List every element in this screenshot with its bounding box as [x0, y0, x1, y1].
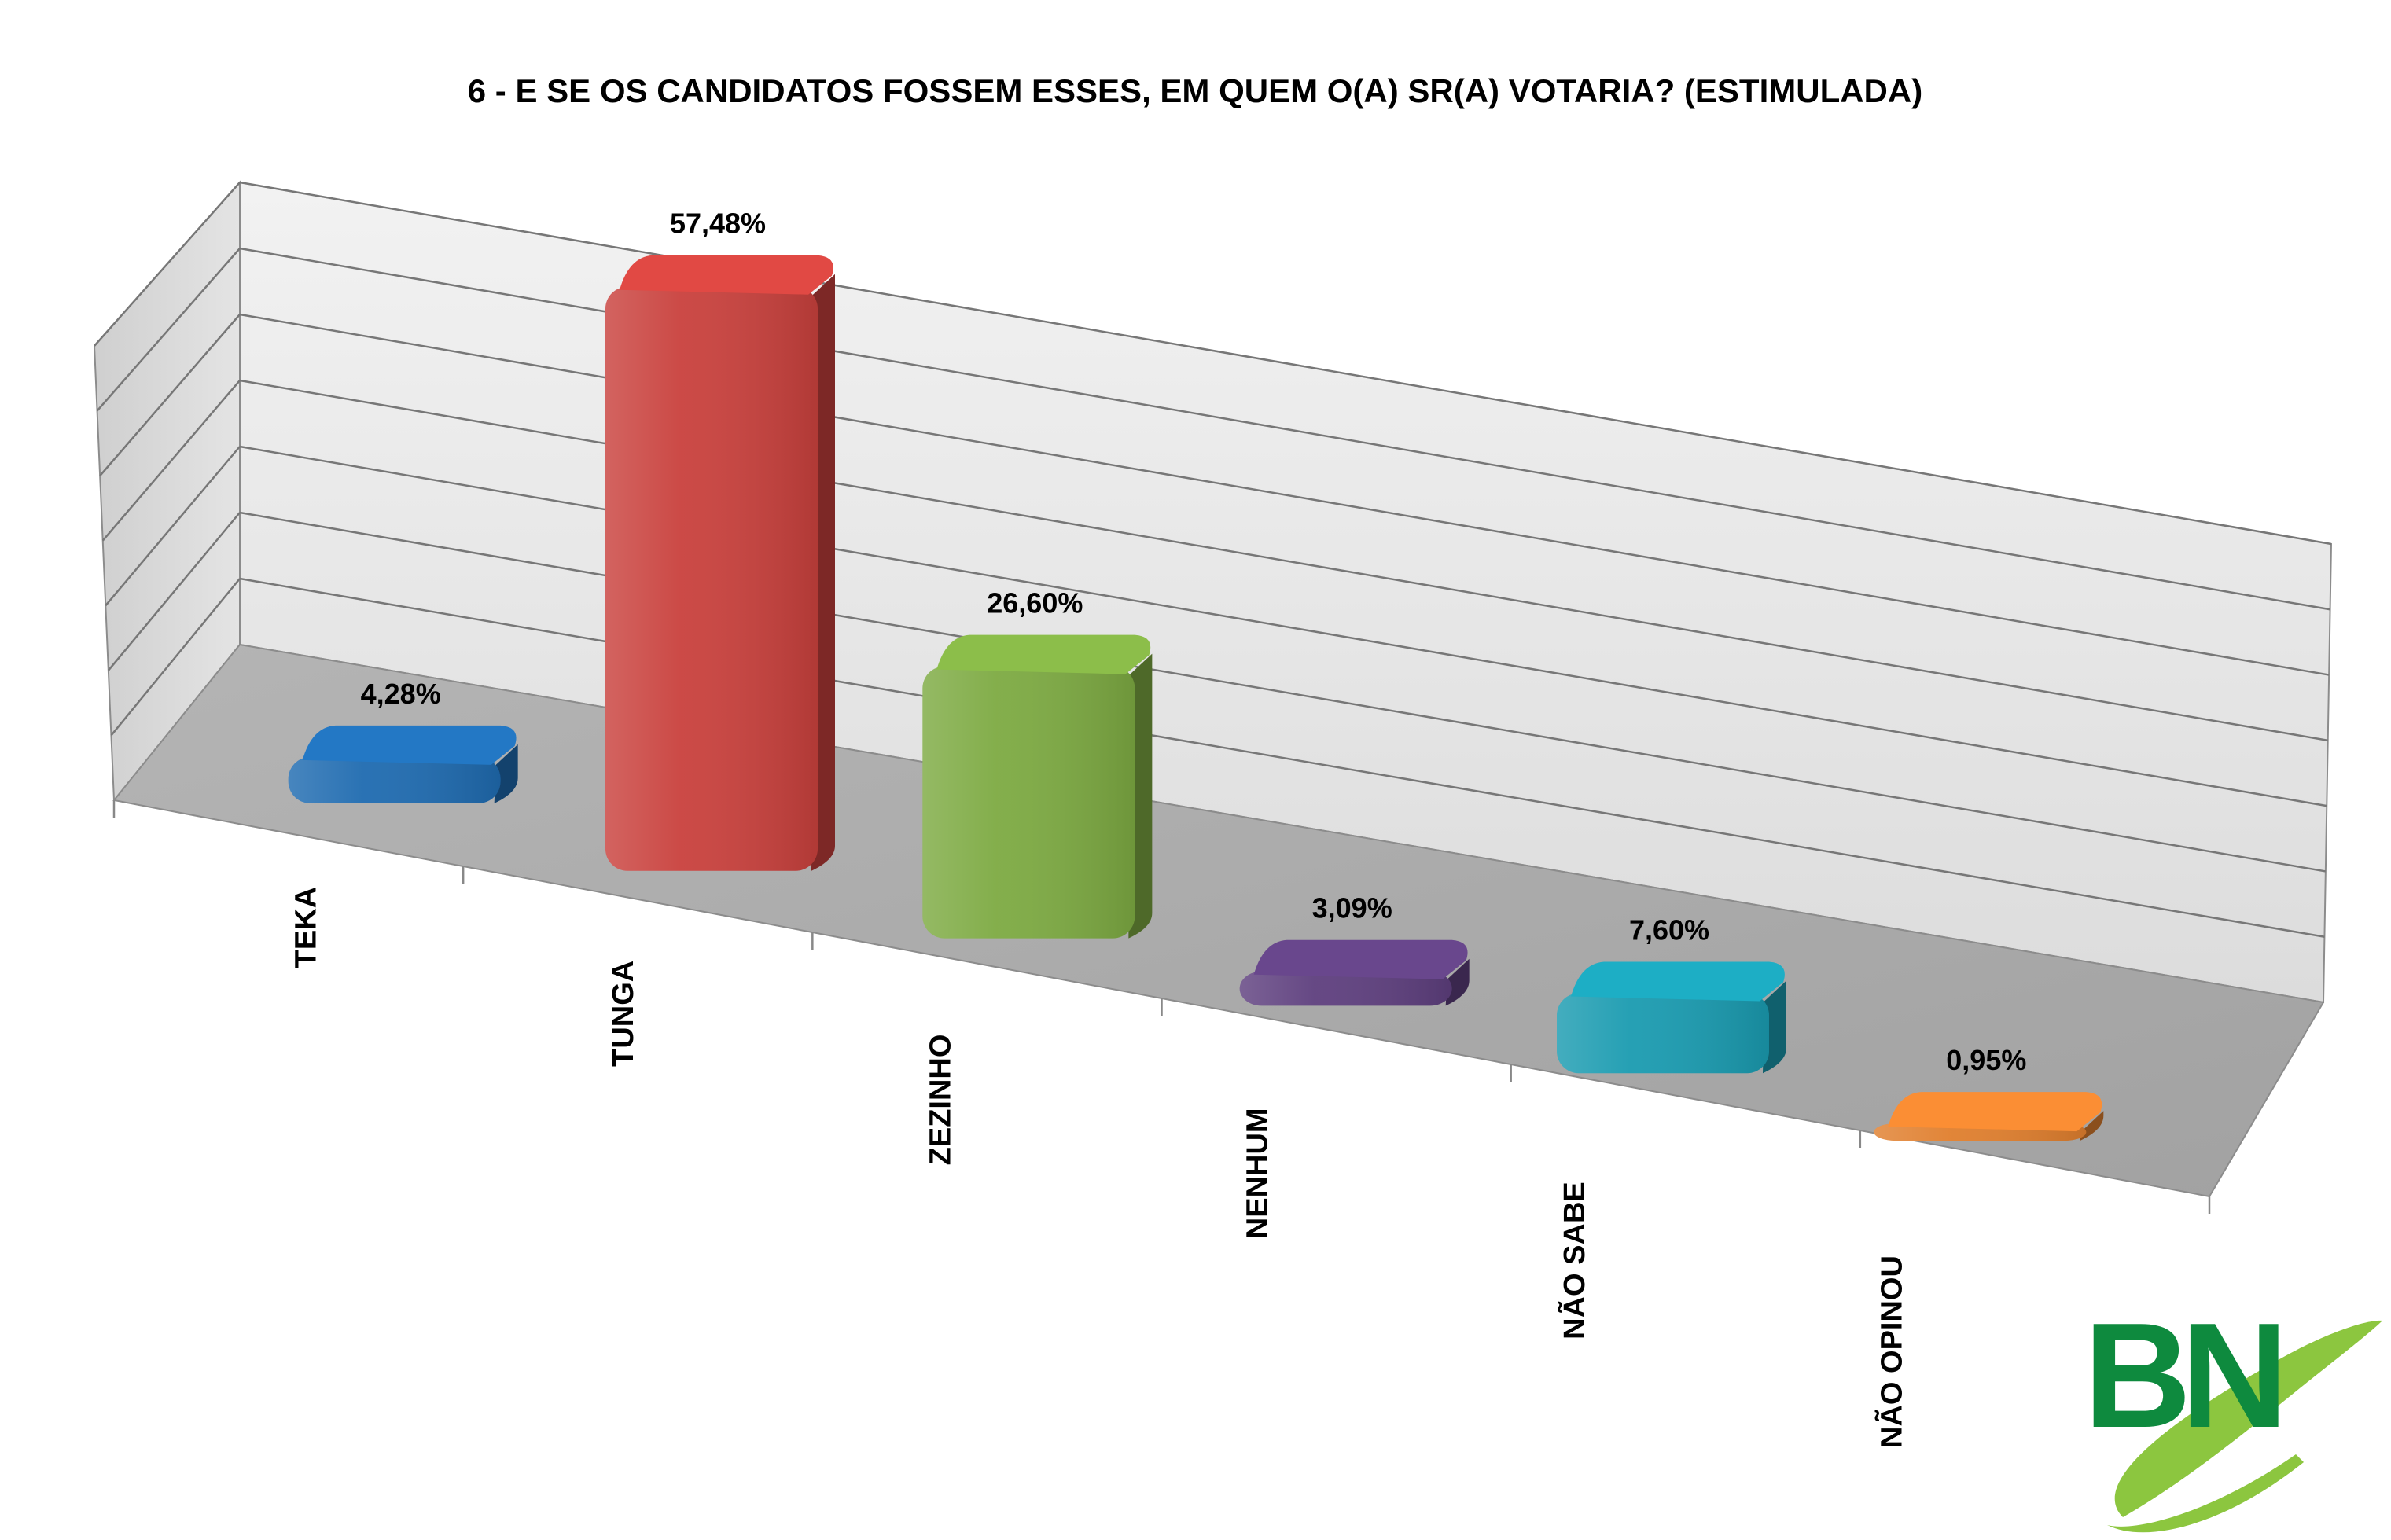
logo-text: BN	[2084, 1292, 2279, 1459]
logo-swoosh-tail-icon	[2107, 1454, 2304, 1533]
bar	[1557, 961, 1786, 1074]
bar-sheen	[922, 666, 1135, 939]
bn-logo: BN	[2084, 1292, 2382, 1533]
gridline	[239, 511, 2327, 873]
category-label: NENHUM	[1241, 1108, 1275, 1239]
bar	[1874, 1092, 2104, 1141]
logo-swoosh-icon	[2114, 1320, 2382, 1517]
bar	[288, 725, 518, 803]
gridline-side	[107, 512, 241, 671]
bar	[605, 255, 835, 871]
category-label: TUNGA	[607, 961, 640, 1067]
bar-top-face	[1253, 939, 1468, 979]
gridlines	[94, 181, 2332, 938]
data-label: 4,28%	[361, 678, 441, 710]
data-label: 57,48%	[670, 208, 766, 240]
gridline-side	[96, 248, 241, 412]
bar	[922, 634, 1153, 939]
gridline-side	[110, 578, 241, 737]
gridline	[239, 445, 2327, 807]
bar-top-face	[620, 255, 833, 295]
bar-side-face	[494, 744, 518, 803]
bar-sheen	[1239, 971, 1452, 1006]
bar-top-face	[936, 634, 1151, 674]
category-label: NÃO SABE	[1557, 1182, 1591, 1340]
gridline-side	[105, 446, 241, 607]
data-label: 3,09%	[1312, 892, 1392, 924]
data-labels: 4,28% 57,48% 26,60% 3,09% 7,60% 0,95%	[361, 208, 2027, 1076]
data-label: 7,60%	[1629, 914, 1709, 946]
gridline-side	[99, 314, 241, 476]
bar	[1239, 939, 1470, 1006]
data-label: 0,95%	[1946, 1044, 2026, 1076]
category-ticks	[112, 800, 2211, 1214]
bars	[288, 255, 2104, 1141]
category-label: ZEZINHO	[924, 1035, 957, 1166]
data-label: 26,60%	[987, 587, 1083, 619]
gridline	[239, 379, 2328, 742]
gridline-side	[101, 380, 241, 542]
bar-top-face	[1571, 961, 1785, 1002]
gridline	[239, 313, 2330, 676]
bar-top-face	[302, 725, 517, 765]
category-labels: TEKA TUNGA ZEZINHO NENHUM NÃO SABE NÃO OPINOU	[290, 887, 1909, 1448]
bar-top-face	[1888, 1092, 2102, 1132]
gridline	[239, 247, 2330, 611]
gridline	[239, 181, 2332, 546]
bar-sheen	[605, 286, 818, 871]
gridline	[239, 577, 2325, 938]
category-label: TEKA	[290, 887, 323, 968]
bar-side-face	[1445, 958, 1470, 1006]
bar-sheen	[1557, 993, 1769, 1074]
category-label: NÃO OPINOU	[1874, 1255, 1908, 1448]
bar-sheen	[288, 756, 501, 803]
chart-title: 6 - E SE OS CANDIDATOS FOSSEM ESSES, EM …	[468, 72, 1922, 109]
gridline-side	[94, 182, 241, 347]
